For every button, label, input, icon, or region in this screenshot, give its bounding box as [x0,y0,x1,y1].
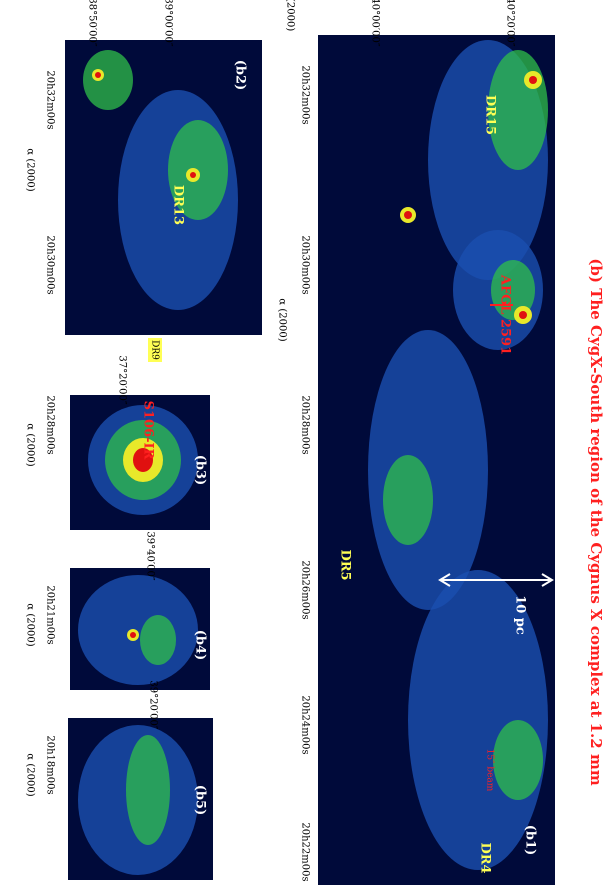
ra-axis-label: α (2000) [277,298,288,341]
dec-axis-label: δ (2000) [285,0,296,31]
dec-tick-label: 39°00′00″ [163,0,174,47]
emission-b1 [368,40,548,870]
ra-tick-label: 20h21m00s [45,585,56,644]
emission-b5 [78,725,198,875]
ra-axis-label: α (2000) [25,423,36,466]
ra-tick-label: 20h32m00s [300,65,311,124]
ra-tick-label: 20h18m00s [45,735,56,794]
ra-tick-label: 20h30m00s [45,235,56,294]
scale-bar-heads [438,573,554,587]
beam-label: 15″ beam [485,749,495,792]
dec-tick-label: 38°50′00″ [87,0,98,47]
panel-label: (b1) [523,825,538,855]
rotated-figure: (b) The CygX-South region of the Cygnus … [25,0,605,885]
ra-tick-label: 20h24m00s [300,695,311,754]
ra-tick-label: 20h32m00s [45,70,56,129]
ra-tick-label: 20h26m00s [300,560,311,619]
source-label: DR15 [483,95,498,135]
emission-b2 [83,50,238,310]
ra-tick-label: 20h30m00s [300,235,311,294]
ra-axis-label: α (2000) [25,148,36,191]
ra-axis-label: α (2000) [25,603,36,646]
source-label: DR5 [338,549,353,580]
source-label: AFGL 2591 [498,274,513,355]
panel-label: (b3) [193,455,208,485]
panel-label: (b4) [193,630,208,660]
source-label-box [148,338,162,362]
dec-tick-label: 37°20′00″ [117,355,128,404]
source-label: S106-IR [141,401,156,460]
dec-tick-label: 39°40′00″ [145,531,156,580]
dec-tick-label: 40°20′00″ [505,0,516,47]
figure-title: (b) The CygX-South region of the Cygnus … [587,258,605,786]
dec-tick-label: 40°00′00″ [370,0,381,47]
source-label: DR4 [478,842,493,873]
panel-label: (b5) [193,785,208,815]
dec-tick-label: 39°20′00″ [148,680,159,729]
emission-b4 [78,575,198,685]
ra-tick-label: 20h28m00s [45,395,56,454]
emission-b3 [88,405,198,515]
ra-tick-label: 20h22m00s [300,822,311,881]
scale-bar-label: 10 pc [513,595,528,635]
panel-label: (b2) [233,60,248,90]
source-label: DR9 [150,340,160,360]
ra-tick-label: 20h28m00s [300,395,311,454]
source-label: DR13 [171,185,186,225]
ra-axis-label: α (2000) [25,753,36,796]
